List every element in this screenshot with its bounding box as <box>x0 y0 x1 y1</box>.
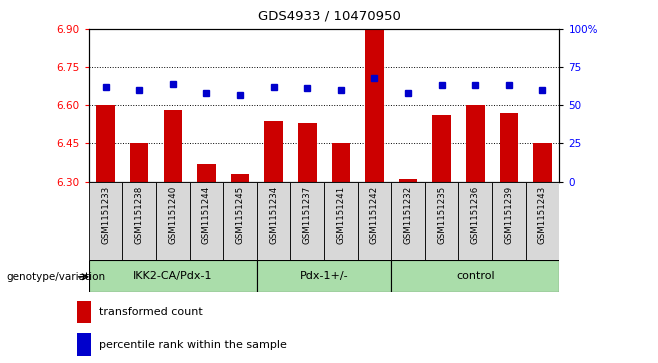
Bar <box>499 113 518 182</box>
Text: GSM1151244: GSM1151244 <box>202 185 211 244</box>
Text: genotype/variation: genotype/variation <box>7 272 106 282</box>
Bar <box>392 260 559 292</box>
Bar <box>77 301 91 323</box>
Text: GSM1151238: GSM1151238 <box>135 185 143 244</box>
Bar <box>231 174 249 182</box>
Text: IKK2-CA/Pdx-1: IKK2-CA/Pdx-1 <box>133 271 213 281</box>
Bar <box>257 260 392 292</box>
Bar <box>257 182 290 260</box>
Text: GSM1151245: GSM1151245 <box>236 185 245 244</box>
Text: GSM1151232: GSM1151232 <box>403 185 413 244</box>
Bar <box>77 333 91 356</box>
Text: GSM1151237: GSM1151237 <box>303 185 312 244</box>
Text: GSM1151239: GSM1151239 <box>505 185 513 244</box>
Text: percentile rank within the sample: percentile rank within the sample <box>99 340 288 350</box>
Bar <box>526 182 559 260</box>
Text: GSM1151236: GSM1151236 <box>470 185 480 244</box>
Bar <box>358 182 392 260</box>
Bar <box>466 105 484 182</box>
Bar <box>156 182 190 260</box>
Bar <box>197 164 216 182</box>
Text: Pdx-1+/-: Pdx-1+/- <box>300 271 348 281</box>
Text: GSM1151242: GSM1151242 <box>370 185 379 244</box>
Bar <box>265 121 283 182</box>
Text: GSM1151240: GSM1151240 <box>168 185 178 244</box>
Bar <box>130 143 149 182</box>
Bar <box>324 182 358 260</box>
Text: GDS4933 / 10470950: GDS4933 / 10470950 <box>257 9 401 22</box>
Bar <box>459 182 492 260</box>
Text: transformed count: transformed count <box>99 307 203 317</box>
Bar <box>290 182 324 260</box>
Bar <box>425 182 459 260</box>
Text: GSM1151234: GSM1151234 <box>269 185 278 244</box>
Bar <box>298 123 316 182</box>
Bar <box>392 182 425 260</box>
Bar <box>89 260 257 292</box>
Bar <box>533 143 552 182</box>
Text: control: control <box>456 271 495 281</box>
Bar <box>122 182 156 260</box>
Text: GSM1151233: GSM1151233 <box>101 185 110 244</box>
Text: GSM1151243: GSM1151243 <box>538 185 547 244</box>
Bar <box>399 179 417 182</box>
Bar <box>164 110 182 182</box>
Bar <box>89 182 122 260</box>
Bar <box>223 182 257 260</box>
Bar <box>432 115 451 182</box>
Bar <box>365 29 384 182</box>
Bar <box>332 143 350 182</box>
Text: GSM1151241: GSM1151241 <box>336 185 345 244</box>
Text: GSM1151235: GSM1151235 <box>437 185 446 244</box>
Bar <box>492 182 526 260</box>
Bar <box>190 182 223 260</box>
Bar <box>96 105 115 182</box>
